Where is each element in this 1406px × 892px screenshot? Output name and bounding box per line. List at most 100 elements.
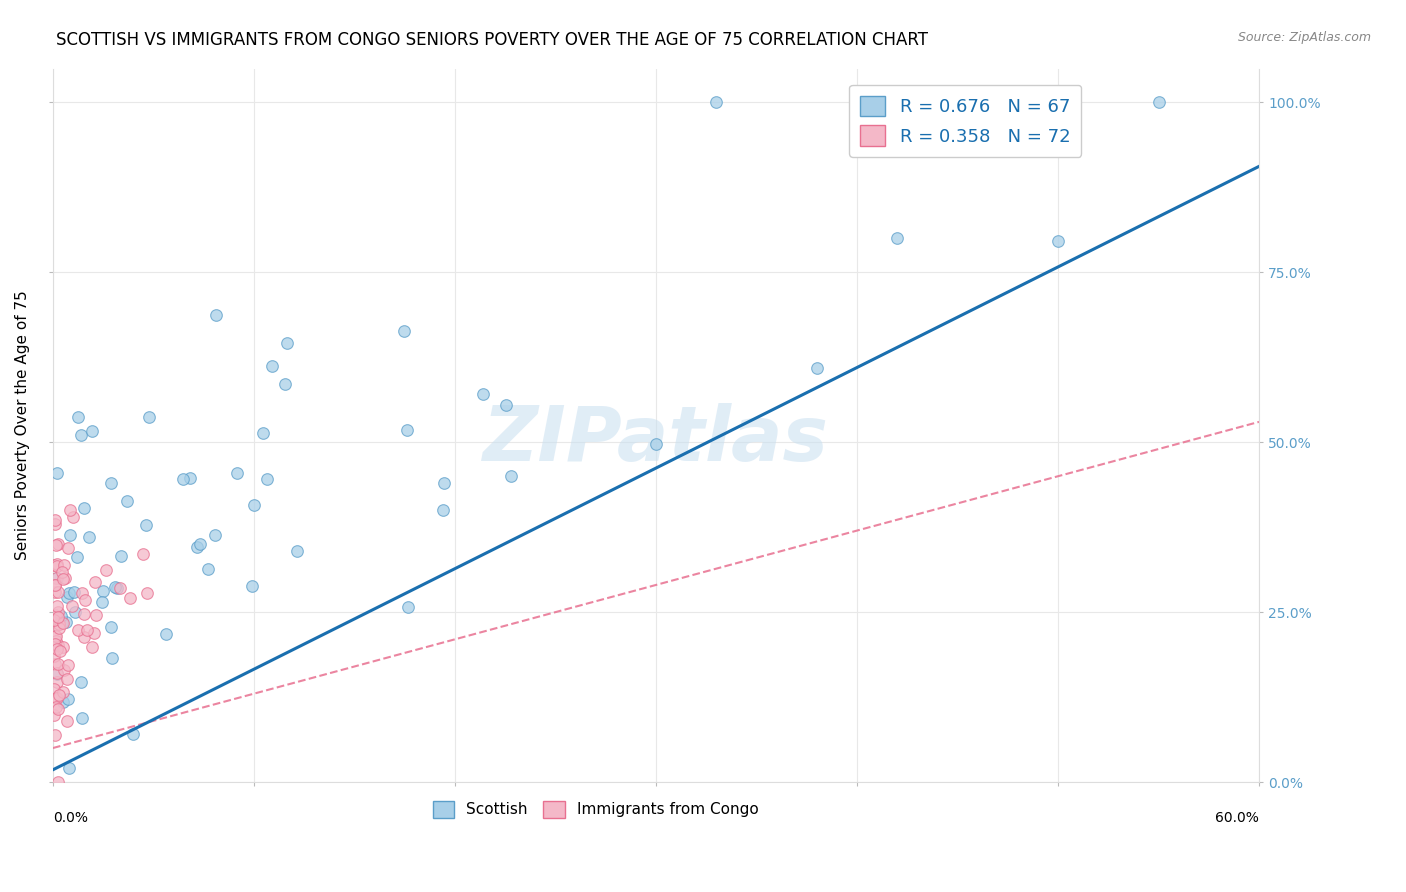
- Point: [105, 581, 128, 595]
- Point: [46, 537, 69, 551]
- Text: SCOTTISH VS IMMIGRANTS FROM CONGO SENIORS POVERTY OVER THE AGE OF 75 CORRELATION: SCOTTISH VS IMMIGRANTS FROM CONGO SENIOR…: [56, 31, 928, 49]
- Point: [83, 625, 105, 640]
- Text: ZIPatlas: ZIPatlas: [484, 402, 830, 476]
- Point: [45, 538, 67, 552]
- Text: Source: ZipAtlas.com: Source: ZipAtlas.com: [1237, 31, 1371, 45]
- Point: [80, 424, 103, 438]
- Point: [392, 324, 415, 338]
- Point: [56, 657, 79, 672]
- Point: [62, 510, 84, 524]
- Point: [45, 633, 67, 648]
- Point: [73, 631, 96, 645]
- Point: [122, 727, 145, 741]
- Point: [48, 688, 70, 702]
- Point: [49, 608, 72, 623]
- Point: [395, 423, 418, 437]
- Point: [45, 571, 67, 585]
- Point: [104, 580, 127, 594]
- Point: [44, 578, 66, 592]
- Point: [58, 761, 80, 775]
- Point: [132, 547, 155, 561]
- Point: [46, 605, 69, 619]
- Point: [67, 623, 90, 637]
- Point: [48, 621, 70, 635]
- Point: [52, 572, 75, 586]
- Point: [45, 609, 67, 624]
- Point: [252, 425, 274, 440]
- Point: [51, 615, 73, 629]
- Point: [45, 667, 67, 681]
- Point: [66, 409, 89, 424]
- Point: [46, 558, 69, 573]
- Point: [110, 549, 132, 563]
- Point: [135, 586, 157, 600]
- Point: [966, 95, 988, 110]
- Point: [243, 498, 266, 512]
- Point: [46, 657, 69, 671]
- Point: [110, 581, 132, 595]
- Point: [240, 579, 263, 593]
- Point: [56, 591, 79, 605]
- Point: [285, 544, 308, 558]
- Legend: Scottish, Immigrants from Congo: Scottish, Immigrants from Congo: [426, 795, 765, 824]
- Point: [56, 541, 79, 555]
- Point: [72, 711, 94, 725]
- Point: [70, 586, 93, 600]
- Point: [56, 714, 79, 729]
- Point: [499, 469, 522, 483]
- Point: [101, 651, 124, 665]
- Point: [46, 665, 69, 680]
- Point: [274, 377, 297, 392]
- Point: [44, 513, 66, 527]
- Point: [51, 565, 73, 579]
- Point: [138, 410, 160, 425]
- Point: [396, 599, 419, 614]
- Point: [91, 584, 114, 599]
- Point: [44, 637, 66, 651]
- Point: [52, 684, 75, 698]
- Point: [73, 593, 96, 607]
- Point: [60, 599, 83, 614]
- Point: [226, 466, 249, 480]
- Point: [276, 335, 298, 350]
- Point: [495, 397, 517, 411]
- Point: [46, 585, 69, 599]
- Point: [73, 500, 96, 515]
- Point: [432, 503, 454, 517]
- Point: [53, 571, 76, 585]
- Point: [44, 629, 66, 643]
- Point: [704, 95, 727, 110]
- Point: [46, 638, 69, 652]
- Point: [135, 518, 157, 533]
- Point: [84, 574, 107, 589]
- Point: [52, 615, 75, 630]
- Point: [45, 691, 67, 706]
- Point: [115, 493, 138, 508]
- Text: 0.0%: 0.0%: [53, 811, 89, 824]
- Point: [70, 428, 93, 442]
- Point: [44, 558, 66, 572]
- Point: [76, 623, 98, 637]
- Point: [205, 308, 228, 322]
- Point: [52, 663, 75, 677]
- Point: [100, 619, 122, 633]
- Point: [1047, 234, 1070, 248]
- Point: [44, 728, 66, 742]
- Point: [179, 470, 201, 484]
- Text: 60.0%: 60.0%: [1215, 811, 1258, 824]
- Point: [46, 466, 69, 480]
- Point: [59, 528, 82, 542]
- Point: [1147, 95, 1170, 110]
- Point: [44, 578, 66, 592]
- Point: [48, 617, 70, 632]
- Point: [46, 642, 69, 657]
- Point: [886, 231, 908, 245]
- Point: [472, 387, 495, 401]
- Point: [100, 476, 122, 491]
- Point: [46, 702, 69, 716]
- Point: [59, 503, 82, 517]
- Point: [186, 540, 208, 554]
- Point: [44, 614, 66, 628]
- Point: [53, 558, 76, 573]
- Point: [44, 708, 66, 723]
